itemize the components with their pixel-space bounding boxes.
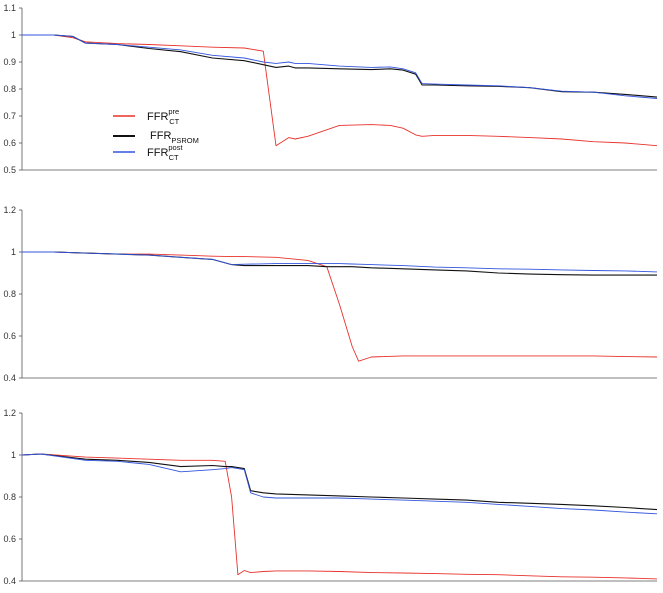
- legend-label-sub: CT: [169, 117, 179, 126]
- chart-panel-2: 0.4 0.6 0.8 1 1.2: [3, 205, 658, 383]
- legend-label-sub: PSROM: [171, 136, 199, 145]
- y-tick-label: 0.5: [3, 165, 16, 175]
- legend-item-ffr-pre-ct: FFRpre CT: [113, 107, 180, 126]
- y-tick-label: 1.2: [3, 205, 16, 215]
- chart-panel-1: 0.5 0.6 0.7 0.8 0.9 1 1.1: [3, 3, 658, 175]
- series-line-ffr-psrom: [21, 453, 658, 511]
- legend-label-main: FFR: [147, 147, 168, 159]
- legend-item-ffr-post-ct: FFRpost CT: [113, 143, 183, 162]
- legend-label-sub: CT: [169, 153, 179, 162]
- y-tick-label: 0.9: [3, 57, 16, 67]
- y-tick-label: 1: [11, 247, 16, 257]
- y-tick-label: 0.6: [3, 534, 16, 544]
- series-line-ffr-pre-ct: [22, 34, 658, 147]
- series-line-ffr-post-ct: [22, 34, 658, 99]
- series-line-ffr-post-ct: [22, 251, 658, 273]
- legend: FFRpre CT FFRPSROM FFRpost CT: [113, 107, 199, 162]
- y-tick-label: 0.8: [3, 492, 16, 502]
- legend-label-main: FFR: [150, 130, 171, 142]
- y-tick-label: 0.6: [3, 331, 16, 341]
- legend-item-ffr-psrom: FFRPSROM: [113, 130, 199, 145]
- y-tick-label: 1.2: [3, 408, 16, 418]
- y-tick-label: 1: [11, 30, 16, 40]
- y-tick-label: 0.6: [3, 138, 16, 148]
- series-line-ffr-post-ct: [21, 453, 658, 515]
- y-tick-label: 1.1: [3, 3, 16, 13]
- legend-label-sup: post: [168, 143, 183, 152]
- series-line-ffr-pre-ct: [21, 453, 658, 580]
- y-tick-label: 0.7: [3, 111, 16, 121]
- legend-label-main: FFR: [147, 111, 168, 123]
- chart-panel-3: 0.4 0.6 0.8 1 1.2: [3, 408, 658, 586]
- y-tick-label: 0.8: [3, 84, 16, 94]
- y-tick-label: 1: [11, 450, 16, 460]
- y-tick-label: 0.4: [3, 576, 16, 586]
- series-line-ffr-pre-ct: [22, 251, 658, 362]
- y-tick-label: 0.8: [3, 289, 16, 299]
- svg-text:FFRPSROM: FFRPSROM: [150, 130, 199, 145]
- y-tick-label: 0.4: [3, 373, 16, 383]
- legend-label-sup: pre: [168, 107, 179, 116]
